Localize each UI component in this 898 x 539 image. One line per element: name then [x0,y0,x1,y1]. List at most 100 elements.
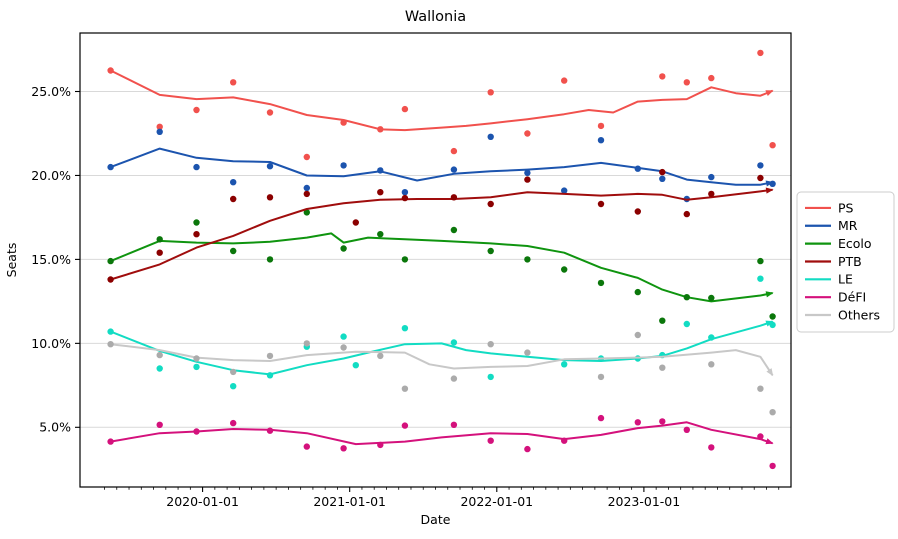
data-point [634,208,641,215]
trend-arrow-icon [765,438,774,445]
data-point [450,421,458,428]
legend-item-PS: PS [805,200,854,215]
plot-border [79,32,792,488]
legend-label: Ecolo [838,236,872,251]
data-point [683,426,690,433]
y-axis-label: Seats [4,243,19,278]
series-PS [107,49,776,161]
data-point [769,409,776,416]
data-point [634,288,641,296]
data-point [683,210,690,218]
data-point [377,126,384,133]
data-point [757,49,764,57]
data-point [757,275,764,282]
data-point [377,189,384,196]
data-point [561,361,568,368]
data-point [524,130,531,137]
poll-points-Ecolo [107,209,776,324]
data-point [450,147,458,155]
data-point [757,433,764,440]
data-point [377,441,384,449]
data-point [757,174,764,182]
data-point [597,200,605,208]
series-LE [107,275,776,390]
data-point [107,328,114,335]
data-point [193,163,200,171]
data-point [597,122,605,130]
data-point [266,352,274,360]
trend-arrow-icon [766,368,774,377]
trend-line-LE [110,320,773,376]
data-point [659,317,666,324]
x-axis-label: Date [421,512,451,527]
trend-line-PS [110,69,773,132]
data-point [401,422,409,429]
legend-label: PS [838,200,854,215]
y-tick-label: 10.0% [31,336,71,351]
data-point [708,361,715,368]
data-point [340,245,347,252]
data-point [450,166,458,173]
legend-label: PTB [838,254,862,269]
data-point [156,123,163,130]
data-point [561,187,568,194]
data-point [266,194,274,201]
trend-arrow-icon [765,291,774,298]
data-point [230,247,237,255]
data-point [401,194,409,202]
series-MR [107,128,776,203]
legend-label: LE [838,272,853,287]
series-Ecolo [107,209,776,324]
data-point [107,276,114,283]
poll-points-PS [107,49,776,161]
data-point [266,109,274,116]
data-point [524,256,531,263]
data-point [597,137,605,144]
series [107,49,776,470]
data-point [352,362,359,369]
data-point [107,67,114,74]
y-tick-label: 20.0% [31,168,71,183]
data-point [303,209,310,216]
data-point [450,375,458,382]
x-tick-label: 2020-01-01 [166,494,239,509]
data-point [708,190,715,198]
data-point [193,219,200,226]
legend-item-Ecolo: Ecolo [805,236,872,251]
data-point [683,79,690,86]
data-point [340,445,347,452]
data-point [561,266,568,273]
data-point [634,331,641,339]
data-point [193,355,200,362]
data-point [401,385,409,392]
series-Others [107,331,776,416]
data-point [487,200,494,208]
data-point [487,341,494,348]
data-point [156,128,163,135]
legend-label: MR [838,218,858,233]
data-point [193,428,200,435]
data-point [487,89,494,96]
data-point [107,438,114,445]
data-point [230,179,237,186]
data-point [340,333,347,340]
data-point [107,257,114,265]
data-point [561,77,568,84]
gridlines [80,91,791,428]
data-point [683,294,690,301]
data-point [266,256,274,263]
data-point [757,385,764,392]
x-tick-label: 2022-01-01 [460,494,533,509]
data-point [524,169,531,177]
trend-line-Others [110,343,774,376]
data-point [156,236,163,243]
data-point [401,256,409,263]
data-point [156,365,163,372]
data-point [524,445,531,453]
data-point [266,163,274,170]
data-point [487,133,494,140]
trend-line-Ecolo [110,232,773,303]
data-point [597,414,605,422]
poll-points-PTB [107,168,764,283]
